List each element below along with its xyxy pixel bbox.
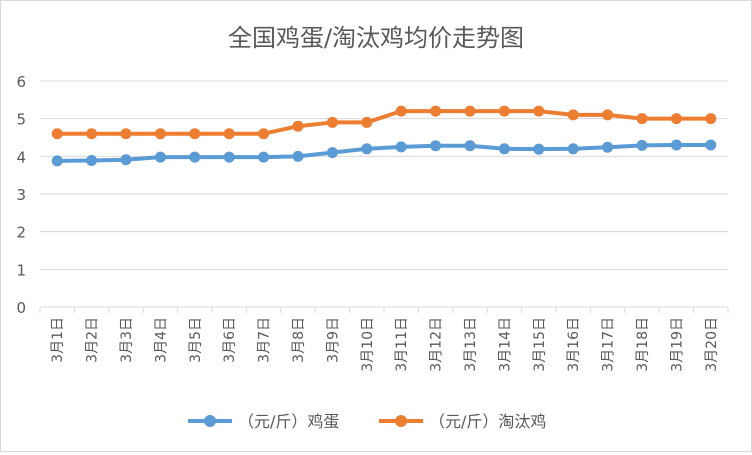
series-0-point [120,154,132,166]
legend-marker [204,415,216,427]
series-0-point [361,143,373,155]
x-axis-ticks: 3月1日 3月2日 3月3日 3月4日 3月5日 3月6日 3月7日 3月8日 3月9日 3月10… [39,307,729,372]
x-tick-label: 3月18日 [635,317,651,372]
series-1-point [498,105,510,117]
series-0-point [154,151,166,163]
series-0-point [86,154,98,166]
series-1-point [670,113,682,125]
x-tick-label: 3月12日 [429,317,445,372]
y-tick-label: 2 [16,224,26,242]
series-0-point [705,139,717,151]
x-tick-label: 3月7日 [257,317,273,363]
series-0-point [189,151,201,163]
x-tick-label: 3月9日 [325,317,341,363]
series-1-point [567,109,579,121]
series-0-point [498,143,510,155]
y-tick-label: 4 [16,148,26,166]
y-tick-label: 3 [16,186,26,204]
x-tick-label: 3月11日 [394,317,410,372]
series-0-point [670,139,682,151]
series-1-point [223,128,235,140]
series-1-point [292,120,304,132]
series-1-point [602,109,614,121]
x-tick-label: 3月1日 [50,317,66,363]
x-tick-label: 3月20日 [704,317,720,372]
legend-marker [395,415,407,427]
series-1-point [395,105,407,117]
series-0-point [464,140,476,152]
x-tick-label: 3月19日 [669,317,685,372]
series-0-point [51,155,63,167]
series-0-point [258,151,270,163]
series-1-point [86,128,98,140]
series-0-point [533,143,545,155]
legend-label: （元/斤）鸡蛋 [238,412,339,431]
x-tick-label: 3月14日 [497,317,513,372]
y-tick-label: 0 [16,299,26,317]
x-tick-label: 3月8日 [291,317,307,363]
x-tick-label: 3月6日 [222,317,238,363]
chart-title: 全国鸡蛋/淘汰鸡均价走势图 [228,24,524,52]
x-tick-label: 3月4日 [153,317,169,363]
y-axis-ticks: 0 1 2 3 4 5 6 [16,73,26,317]
series-1-point [258,128,270,140]
series-0-point [602,141,614,153]
series-1-point [361,116,373,128]
series-1-point [51,128,63,140]
x-tick-label: 3月2日 [85,317,101,363]
series-0-point [292,150,304,162]
series-0-point [395,141,407,153]
series-0-point [430,140,442,152]
y-tick-label: 5 [16,111,26,129]
series-1-point [189,128,201,140]
series-1-point [705,113,717,125]
series-lines [51,105,717,167]
x-tick-label: 3月17日 [601,317,617,372]
series-1-point [430,105,442,117]
series-1-point [464,105,476,117]
series-1-point [636,113,648,125]
series-0-point [636,139,648,151]
x-tick-label: 3月13日 [463,317,479,372]
x-tick-label: 3月3日 [119,317,135,363]
x-tick-label: 3月10日 [360,317,376,372]
legend: （元/斤）鸡蛋 （元/斤）淘汰鸡 [188,412,546,431]
series-0-point [567,143,579,155]
x-tick-label: 3月16日 [566,317,582,372]
legend-label: （元/斤）淘汰鸡 [429,412,546,431]
y-tick-label: 1 [16,261,26,279]
series-line-1 [57,109,711,136]
series-1-point [533,105,545,117]
x-tick-label: 3月15日 [532,317,548,372]
series-1-point [154,128,166,140]
series-0-point [223,151,235,163]
series-1-point [326,116,338,128]
series-line-0 [57,143,711,163]
y-tick-label: 6 [16,73,26,91]
series-0-point [326,147,338,159]
x-tick-label: 3月5日 [188,317,204,363]
series-1-point [120,128,132,140]
